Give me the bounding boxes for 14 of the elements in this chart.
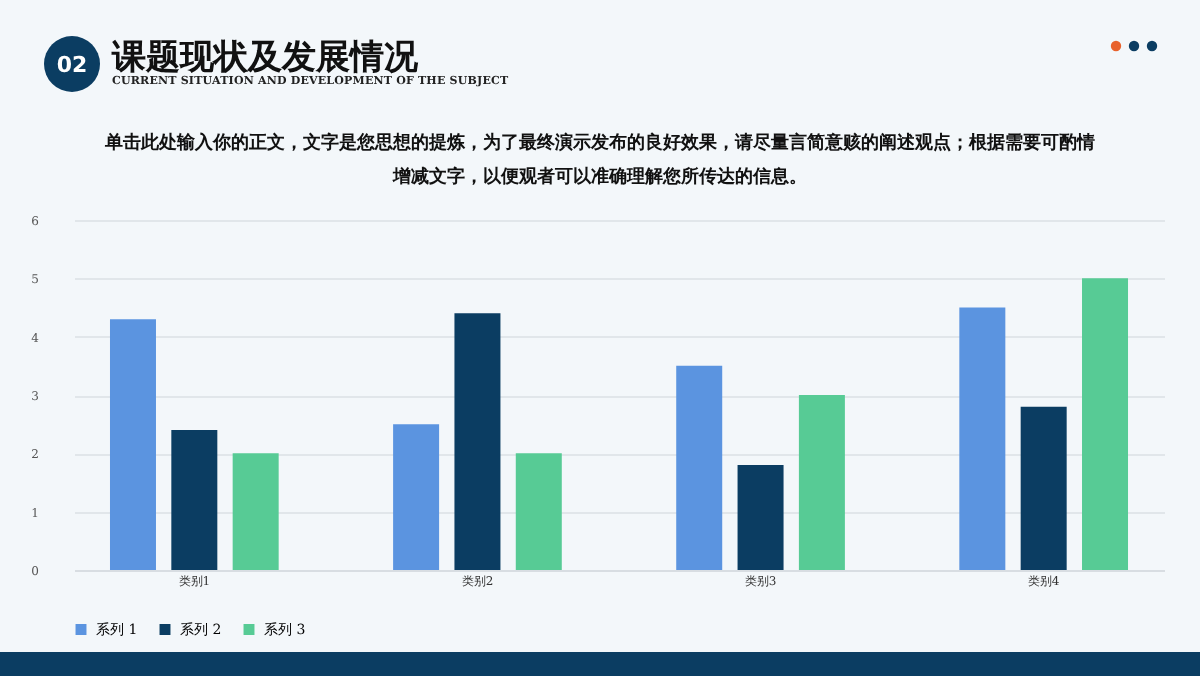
bar [798, 395, 845, 570]
bar [171, 430, 218, 570]
bar [393, 424, 440, 570]
text: 单击此处输入你的正文，文字是您思想的提炼，为了最终演示发布的良好效果，请尽量言简意赅的阐述观点；根据需要可酌情增减文字，以便观者可以准确理解您所传达的信息。 [103, 130, 1097, 192]
bar [1020, 406, 1067, 570]
text: 02 [44, 36, 100, 92]
bar [109, 319, 156, 570]
bar [454, 313, 501, 570]
bar [1082, 278, 1129, 570]
bar [959, 307, 1006, 570]
bar [676, 365, 723, 570]
bar [737, 465, 784, 570]
bar [515, 453, 562, 570]
bar [232, 453, 279, 570]
